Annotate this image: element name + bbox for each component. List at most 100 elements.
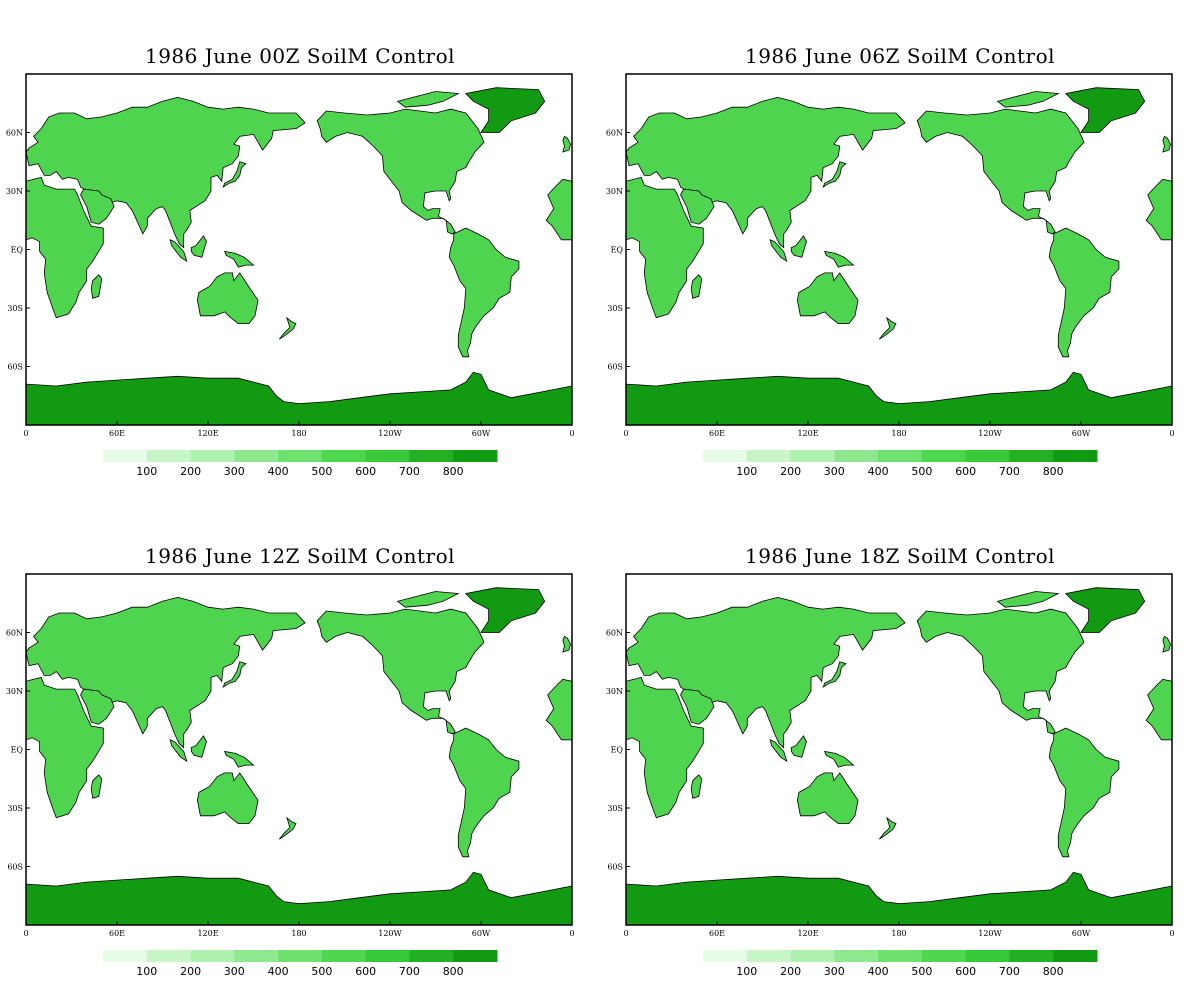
colorbar-label: 400 bbox=[268, 465, 289, 478]
lon-tick-label: 120E bbox=[197, 929, 218, 938]
australia-landmass bbox=[196, 272, 259, 325]
lat-tick-label: 30N bbox=[606, 187, 623, 196]
arabia-landmass bbox=[680, 188, 715, 225]
colorbar-label: 800 bbox=[443, 965, 464, 978]
lat-tick-label: 30S bbox=[7, 804, 23, 813]
greenland-landmass bbox=[464, 587, 546, 633]
colorbar-label: 300 bbox=[224, 465, 245, 478]
lon-tick-label: 60W bbox=[1072, 429, 1091, 438]
colorbar: 100 200 300 400 500 600 700 800 bbox=[703, 450, 1098, 478]
colorbar-swatch bbox=[365, 450, 410, 462]
lon-tick-label: 120E bbox=[197, 429, 218, 438]
borneo-landmass bbox=[790, 235, 807, 258]
lat-tick-label: 30N bbox=[606, 687, 623, 696]
lon-tick-label: 120W bbox=[378, 429, 402, 438]
colorbar-label: 100 bbox=[136, 965, 157, 978]
lat-tick-label: 30S bbox=[607, 304, 623, 313]
lon-tick-label: 60W bbox=[472, 429, 491, 438]
greenland-landmass bbox=[464, 87, 546, 133]
africa-landmass bbox=[625, 676, 704, 819]
newzealand-landmass bbox=[278, 316, 297, 340]
lat-tick-label: 30S bbox=[607, 804, 623, 813]
colorbar-swatch bbox=[703, 950, 748, 962]
newzealand-landmass bbox=[278, 816, 297, 840]
madagascar-landmass bbox=[90, 774, 103, 799]
lat-tick-label: 30N bbox=[6, 187, 23, 196]
colorbar-swatch bbox=[703, 450, 748, 462]
colorbar-label: 800 bbox=[443, 465, 464, 478]
colorbar-label: 400 bbox=[868, 965, 889, 978]
sumatra-landmass bbox=[769, 739, 788, 763]
colorbar-swatch bbox=[878, 450, 923, 462]
colorbar-label: 600 bbox=[355, 965, 376, 978]
lon-tick-label: 60W bbox=[472, 929, 491, 938]
lon-tick-label: 120W bbox=[378, 929, 402, 938]
lon-tick-label: 120W bbox=[978, 429, 1002, 438]
arabia-landmass bbox=[80, 688, 115, 725]
lat-tick-label: 60S bbox=[607, 363, 623, 372]
newzealand-landmass bbox=[878, 316, 897, 340]
colorbar-label: 300 bbox=[224, 965, 245, 978]
world-map: 0 60E 120E 180 120W 60W 0 60N 30N EQ 30S 60S bbox=[6, 73, 575, 438]
colorbar-label: 700 bbox=[399, 465, 420, 478]
newguinea-landmass bbox=[224, 750, 255, 768]
lat-tick-label: 30N bbox=[6, 687, 23, 696]
map-panel-12z: 1986 June 12Z SoilM Control 0 60E 120E 180 1… bbox=[0, 500, 600, 1000]
colorbar: 100 200 300 400 500 600 700 800 bbox=[703, 950, 1098, 978]
uk-landmass bbox=[562, 135, 571, 153]
southamerica-landmass bbox=[448, 727, 520, 858]
map-panel-06z: 1986 June 06Z SoilM Control 0 60E 120E 180 1… bbox=[600, 0, 1200, 500]
colorbar-label: 800 bbox=[1043, 465, 1064, 478]
colorbar-swatch bbox=[365, 950, 410, 962]
lon-tick-label: 0 bbox=[623, 429, 628, 438]
colorbar-swatch bbox=[790, 950, 835, 962]
lon-tick-label: 180 bbox=[891, 429, 906, 438]
colorbar-swatch bbox=[103, 450, 148, 462]
antarctica-landmass bbox=[25, 871, 573, 926]
southamerica-landmass bbox=[448, 227, 520, 358]
colorbar-swatch bbox=[190, 950, 235, 962]
antarctica-landmass bbox=[625, 371, 1173, 426]
colorbar-swatch bbox=[278, 950, 323, 962]
colorbar-swatch bbox=[146, 950, 192, 962]
colorbar-label: 100 bbox=[736, 965, 757, 978]
northamerica-landmass bbox=[316, 608, 485, 735]
colorbar-swatch bbox=[1053, 950, 1098, 962]
colorbar-swatch bbox=[409, 450, 454, 462]
colorbar-label: 100 bbox=[136, 465, 157, 478]
japan-landmass bbox=[822, 161, 847, 189]
colorbar-swatch bbox=[321, 950, 367, 962]
colorbar-label: 300 bbox=[824, 465, 845, 478]
northamerica-landmass bbox=[916, 108, 1085, 235]
colorbar-label: 600 bbox=[355, 465, 376, 478]
lon-tick-label: 180 bbox=[291, 429, 306, 438]
colorbar-swatch bbox=[921, 950, 967, 962]
antarctica-landmass bbox=[625, 871, 1173, 926]
japan-landmass bbox=[222, 661, 247, 689]
antarctica-landmass bbox=[25, 371, 573, 426]
colorbar-swatch bbox=[409, 950, 454, 962]
lat-tick-label: 60S bbox=[7, 863, 23, 872]
northamerica-landmass bbox=[316, 108, 485, 235]
lat-tick-label: 60S bbox=[7, 363, 23, 372]
africa-landmass bbox=[25, 676, 104, 819]
colorbar-label: 500 bbox=[311, 465, 332, 478]
arctic-islands bbox=[996, 591, 1060, 608]
colorbar-swatch bbox=[746, 450, 792, 462]
colorbar-swatch bbox=[965, 950, 1010, 962]
colorbar-label: 600 bbox=[955, 465, 976, 478]
lon-tick-label: 0 bbox=[1169, 929, 1174, 938]
northamerica-landmass bbox=[916, 608, 1085, 735]
lon-tick-label: 60E bbox=[709, 429, 725, 438]
colorbar-swatch bbox=[1009, 450, 1054, 462]
newguinea-landmass bbox=[824, 250, 855, 268]
japan-landmass bbox=[822, 661, 847, 689]
map-panel-18z: 1986 June 18Z SoilM Control 0 60E 120E 180 1… bbox=[600, 500, 1200, 1000]
lon-tick-label: 180 bbox=[291, 929, 306, 938]
colorbar-label: 700 bbox=[999, 465, 1020, 478]
australia-landmass bbox=[796, 272, 859, 325]
newguinea-landmass bbox=[224, 250, 255, 268]
lon-tick-label: 60E bbox=[109, 429, 125, 438]
colorbar-swatch bbox=[321, 450, 367, 462]
borneo-landmass bbox=[190, 735, 207, 758]
